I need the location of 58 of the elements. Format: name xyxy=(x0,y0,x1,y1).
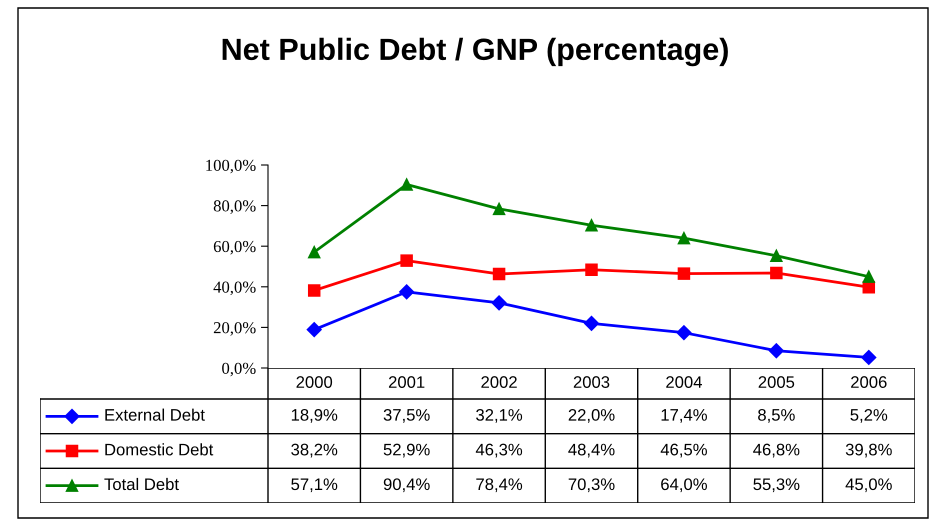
point xyxy=(492,202,506,216)
data-label: 90,4% xyxy=(384,478,430,492)
point xyxy=(861,350,876,366)
data-label: 78,4% xyxy=(476,478,522,492)
data-label: 5,2% xyxy=(850,409,888,423)
point xyxy=(400,254,413,267)
legend-label: Domestic Debt xyxy=(105,443,214,456)
y-tick-label: 60,0% xyxy=(214,240,256,255)
data-label: 22,0% xyxy=(568,409,615,423)
data-label: 32,1% xyxy=(476,409,522,423)
data-label: 38,2% xyxy=(291,444,338,458)
data-label: 64,0% xyxy=(661,478,707,492)
point xyxy=(400,178,413,191)
data-label: 55,3% xyxy=(753,478,800,492)
point xyxy=(584,316,600,331)
data-label: 37,5% xyxy=(384,409,430,423)
point xyxy=(678,232,690,244)
x-tick-label: 2004 xyxy=(666,376,702,388)
data-label: 46,3% xyxy=(476,444,522,458)
y-tick-label: 20,0% xyxy=(214,322,256,336)
point xyxy=(585,264,598,276)
point xyxy=(676,325,692,340)
data-label: 39,8% xyxy=(846,444,892,458)
point xyxy=(770,266,783,280)
data-label: 18,9% xyxy=(292,409,338,423)
x-tick-label: 2001 xyxy=(388,376,424,388)
data-label: 46,8% xyxy=(753,444,800,458)
point xyxy=(492,268,506,280)
data-label: 17,4% xyxy=(662,409,707,423)
legend-label: External Debt xyxy=(105,408,205,421)
point xyxy=(399,284,414,300)
point xyxy=(678,267,690,280)
point xyxy=(770,249,783,262)
x-tick-label: 2003 xyxy=(574,376,610,388)
data-label: 70,3% xyxy=(568,478,615,492)
x-tick-label: 2000 xyxy=(296,376,332,388)
point xyxy=(585,219,598,232)
point xyxy=(768,343,784,358)
point xyxy=(308,246,320,258)
data-label: 48,4% xyxy=(568,444,615,458)
y-tick-label: 40,0% xyxy=(213,282,256,296)
chart-title: Net Public Debt / GNP (percentage) xyxy=(222,38,728,66)
y-tick-label: 80,0% xyxy=(214,200,256,214)
x-tick-label: 2005 xyxy=(758,376,794,388)
x-tick-label: 2002 xyxy=(481,376,517,388)
data-label: 46,5% xyxy=(660,444,707,458)
point xyxy=(306,322,322,338)
x-tick-label: 2006 xyxy=(851,376,887,388)
legend-label: Total Debt xyxy=(104,478,179,490)
data-label: 52,9% xyxy=(384,444,430,458)
point xyxy=(862,270,876,283)
data-label: 45,0% xyxy=(846,478,892,492)
point xyxy=(492,295,507,310)
data-label: 57,1% xyxy=(291,478,338,492)
y-tick-label: 100,0% xyxy=(206,160,256,174)
point xyxy=(308,284,320,297)
y-tick-label: 0,0% xyxy=(222,362,256,376)
data-label: 8,5% xyxy=(758,409,795,423)
